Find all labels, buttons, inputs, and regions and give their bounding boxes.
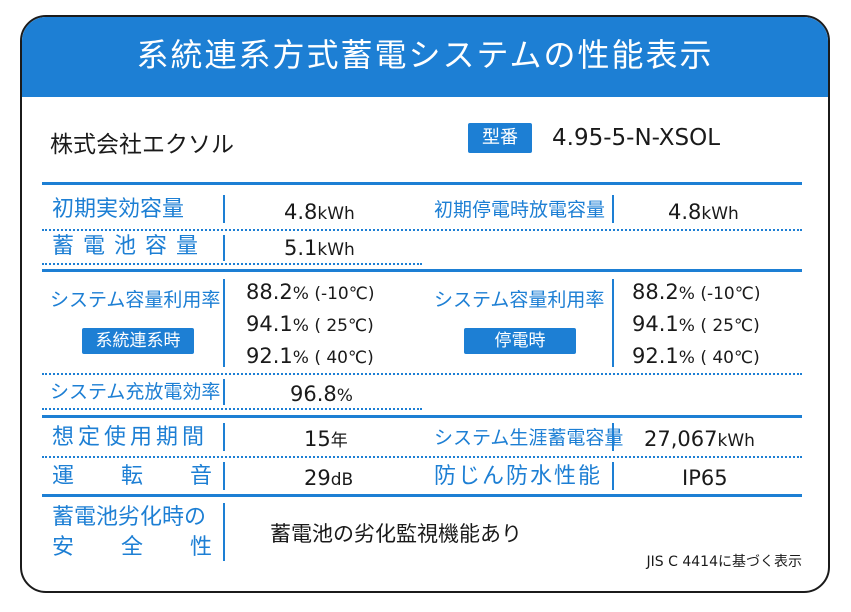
label-initial-outage-capacity: 初期停電時放電容量 (434, 199, 606, 221)
vbar-10 (612, 462, 614, 490)
vbar-1 (223, 195, 225, 223)
model-label-badge: 型番 (468, 123, 532, 153)
vbar-11 (223, 503, 225, 561)
title-banner: 系統連系方式蓄電システムの性能表示 (22, 17, 828, 97)
value-utilization-outage-2: 94.1% ( 25℃) (632, 312, 760, 336)
value-utilization-outage-1: 88.2% (-10℃) (632, 280, 761, 304)
performance-label-card: 系統連系方式蓄電システムの性能表示 株式会社エクソル 型番 4.95-5-N-X… (20, 15, 830, 593)
vbar-5 (612, 279, 614, 367)
rule-mid-2 (42, 415, 802, 418)
value-noise: 29dB (304, 466, 354, 490)
label-degradation-line1: 蓄電池劣化時の (52, 505, 207, 530)
value-utilization-outage-3: 92.1% ( 40℃) (632, 344, 760, 368)
vbar-2 (612, 195, 614, 223)
vbar-7 (223, 423, 225, 451)
rule-dot-5 (42, 456, 802, 458)
company-name: 株式会社エクソル (50, 132, 234, 158)
value-degradation-safety: 蓄電池の劣化監視機能あり (270, 522, 522, 546)
label-degradation-line2: 安全性 (52, 535, 212, 560)
vbar-8 (612, 423, 614, 451)
value-utilization-grid-2: 94.1% ( 25℃) (246, 312, 374, 336)
label-service-life: 想定使用期間 (52, 425, 209, 450)
label-utilization-grid: システム容量利用率 (50, 289, 221, 311)
value-initial-outage-capacity: 4.8kWh (668, 200, 739, 224)
label-battery-capacity: 蓄電池容量 (52, 234, 208, 259)
badge-outage: 停電時 (464, 328, 576, 354)
rule-dot-1 (42, 229, 802, 231)
label-utilization-outage: システム容量利用率 (434, 289, 605, 311)
value-efficiency: 96.8% (290, 382, 353, 406)
label-lifetime-storage: システム生涯蓄電容量 (434, 427, 624, 449)
rule-top (42, 182, 802, 185)
vbar-3 (223, 235, 225, 261)
value-initial-capacity: 4.8kWh (284, 200, 355, 224)
label-noise: 運転音 (52, 464, 212, 489)
model-number: 4.95-5-N-XSOL (552, 125, 721, 151)
value-ingress-protection: IP65 (682, 466, 728, 490)
badge-grid-connected: 系統連系時 (82, 328, 194, 354)
rule-dot-2 (42, 263, 422, 265)
rule-dot-4 (42, 408, 422, 410)
value-lifetime-storage: 27,067kWh (644, 427, 755, 451)
value-service-life: 15年 (304, 427, 348, 451)
vbar-9 (223, 462, 225, 490)
vbar-6 (223, 379, 225, 405)
label-initial-capacity: 初期実効容量 (52, 197, 185, 222)
label-ingress-protection: 防じん防水性能 (434, 464, 603, 489)
label-efficiency: システム充放電効率 (50, 381, 221, 403)
footnote-jis: JIS C 4414に基づく表示 (646, 554, 802, 570)
vbar-4 (223, 279, 225, 367)
rule-dot-3 (42, 373, 802, 375)
value-utilization-grid-3: 92.1% ( 40℃) (246, 344, 374, 368)
value-battery-capacity: 5.1kWh (284, 236, 355, 260)
rule-mid-1 (42, 269, 802, 272)
value-utilization-grid-1: 88.2% (-10℃) (246, 280, 375, 304)
rule-mid-3 (42, 494, 802, 497)
